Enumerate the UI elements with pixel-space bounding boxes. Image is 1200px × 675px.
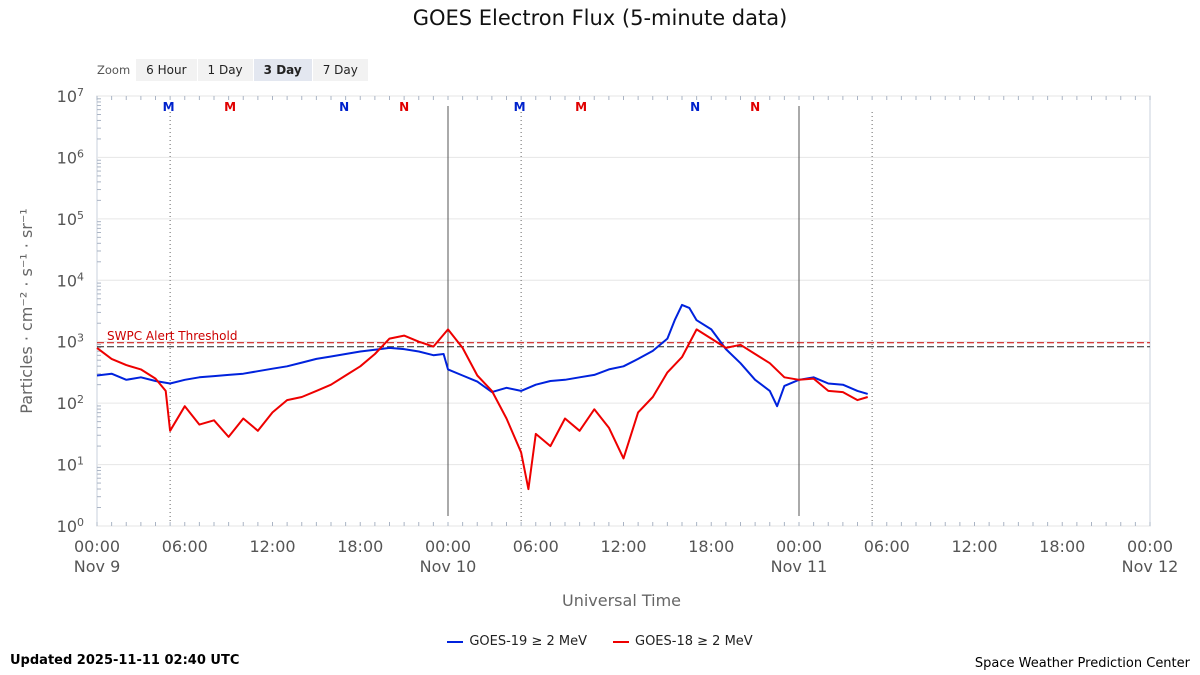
x-date-label: Nov 9 bbox=[74, 557, 121, 576]
series-line-goes18 bbox=[96, 328, 868, 491]
x-tick-label: 06:00 bbox=[162, 537, 208, 556]
credit-text: Space Weather Prediction Center bbox=[974, 656, 1190, 671]
zoom-3-day-button[interactable]: 3 Day bbox=[253, 59, 312, 81]
x-tick-label: 06:00 bbox=[513, 537, 559, 556]
orbit-marker: M bbox=[163, 100, 175, 114]
chart-legend: GOES-19 ≥ 2 MeV GOES-18 ≥ 2 MeV bbox=[0, 634, 1200, 649]
legend-label-goes19: GOES-19 ≥ 2 MeV bbox=[469, 634, 587, 649]
x-tick-label: 00:00 bbox=[1127, 537, 1173, 556]
orbit-marker: N bbox=[690, 100, 700, 114]
x-tick-label: 12:00 bbox=[951, 537, 997, 556]
y-tick-label: 103 bbox=[57, 332, 84, 352]
orbit-marker: N bbox=[339, 100, 349, 114]
orbit-marker: M bbox=[224, 100, 236, 114]
orbit-marker: N bbox=[750, 100, 760, 114]
x-date-label: Nov 12 bbox=[1122, 557, 1179, 576]
chart-title: GOES Electron Flux (5-minute data) bbox=[412, 6, 788, 30]
orbit-marker: N bbox=[399, 100, 409, 114]
legend-item-goes19[interactable]: GOES-19 ≥ 2 MeV bbox=[447, 634, 587, 649]
x-tick-label: 00:00 bbox=[776, 537, 822, 556]
y-tick-label: 101 bbox=[57, 455, 84, 475]
y-tick-label: 102 bbox=[57, 393, 84, 413]
x-tick-label: 12:00 bbox=[600, 537, 646, 556]
x-tick-label: 00:00 bbox=[74, 537, 120, 556]
zoom-label: Zoom bbox=[97, 63, 131, 77]
zoom-bar: Zoom 6 Hour 1 Day 3 Day 7 Day bbox=[92, 58, 369, 82]
y-tick-label: 107 bbox=[57, 86, 84, 106]
x-axis-title: Universal Time bbox=[562, 591, 681, 610]
x-tick-label: 18:00 bbox=[337, 537, 383, 556]
x-date-label: Nov 10 bbox=[420, 557, 477, 576]
orbit-marker: M bbox=[514, 100, 526, 114]
legend-label-goes18: GOES-18 ≥ 2 MeV bbox=[635, 634, 753, 649]
zoom-7-day-button[interactable]: 7 Day bbox=[312, 59, 368, 81]
x-tick-label: 00:00 bbox=[425, 537, 471, 556]
y-tick-label: 100 bbox=[57, 516, 84, 536]
x-tick-label: 18:00 bbox=[688, 537, 734, 556]
x-tick-label: 12:00 bbox=[249, 537, 295, 556]
legend-swatch-goes18 bbox=[613, 640, 629, 643]
zoom-1-day-button[interactable]: 1 Day bbox=[197, 59, 253, 81]
y-tick-label: 106 bbox=[57, 147, 84, 167]
x-tick-label: 06:00 bbox=[864, 537, 910, 556]
legend-swatch-goes19 bbox=[447, 640, 464, 643]
x-tick-label: 18:00 bbox=[1039, 537, 1085, 556]
updated-timestamp: Updated 2025-11-11 02:40 UTC bbox=[10, 653, 240, 668]
x-date-label: Nov 11 bbox=[771, 557, 828, 576]
legend-item-goes18[interactable]: GOES-18 ≥ 2 MeV bbox=[613, 634, 753, 649]
y-tick-label: 105 bbox=[57, 209, 84, 229]
orbit-marker: M bbox=[575, 100, 587, 114]
series-line-goes19 bbox=[96, 303, 868, 408]
y-axis-title: Particles · cm⁻² · s⁻¹ · sr⁻¹ bbox=[17, 208, 36, 413]
threshold-label: SWPC Alert Threshold bbox=[107, 329, 237, 343]
y-tick-label: 104 bbox=[57, 270, 84, 290]
plot-area bbox=[96, 95, 1151, 527]
zoom-6-hour-button[interactable]: 6 Hour bbox=[136, 59, 197, 81]
